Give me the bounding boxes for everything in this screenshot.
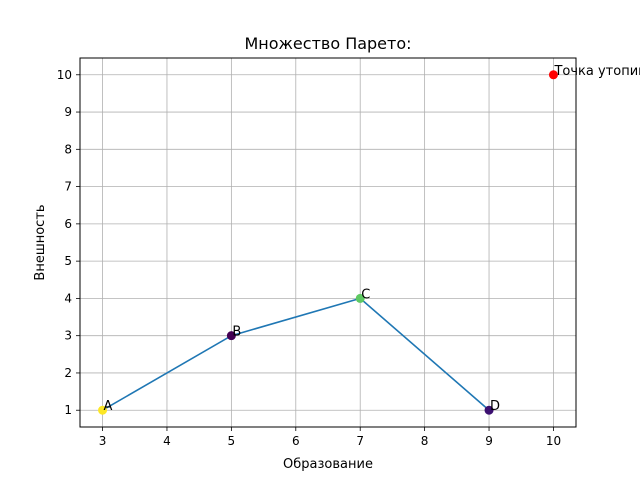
x-axis-ticks: 3 4 5 6 7 8 9 10 — [99, 427, 561, 448]
pareto-line-layer — [102, 297, 490, 411]
x-tick-label: 5 — [228, 434, 236, 448]
point-label: Точка утопии — [553, 64, 640, 79]
point-marker — [484, 405, 494, 415]
x-tick-label: 9 — [485, 434, 493, 448]
y-tick-label: 10 — [57, 68, 72, 82]
point-marker — [355, 293, 365, 303]
y-tick-label: 1 — [64, 403, 72, 417]
point-label: A — [104, 399, 113, 414]
point-label: C — [361, 287, 370, 302]
point-label: D — [490, 399, 500, 414]
y-tick-label: 5 — [64, 254, 72, 268]
y-tick-label: 3 — [64, 329, 72, 343]
scatter-points — [98, 70, 558, 415]
y-axis-ticks: 1 2 3 4 5 6 7 8 9 10 — [57, 68, 80, 417]
x-tick-label: 4 — [163, 434, 171, 448]
x-tick-label: 7 — [356, 434, 364, 448]
chart-title: Множество Парето: — [244, 34, 411, 53]
x-tick-label: 10 — [546, 434, 561, 448]
x-axis-label: Образование — [283, 457, 373, 472]
point-marker — [98, 405, 108, 415]
y-tick-label: 7 — [64, 180, 72, 194]
pareto-line — [102, 297, 490, 411]
grid — [80, 58, 576, 427]
y-tick-label: 4 — [64, 291, 72, 305]
x-tick-label: 6 — [292, 434, 300, 448]
y-tick-label: 9 — [64, 105, 72, 119]
x-tick-label: 8 — [421, 434, 429, 448]
x-tick-label: 3 — [99, 434, 107, 448]
y-tick-label: 8 — [64, 142, 72, 156]
y-tick-label: 2 — [64, 366, 72, 380]
y-tick-label: 6 — [64, 217, 72, 231]
plot-frame — [79, 57, 577, 428]
point-marker — [548, 70, 558, 80]
point-labels: A B C D Точка утопии — [104, 64, 640, 414]
point-label: B — [232, 325, 241, 340]
point-marker — [226, 331, 236, 341]
y-axis-label: Внешность — [33, 204, 48, 280]
